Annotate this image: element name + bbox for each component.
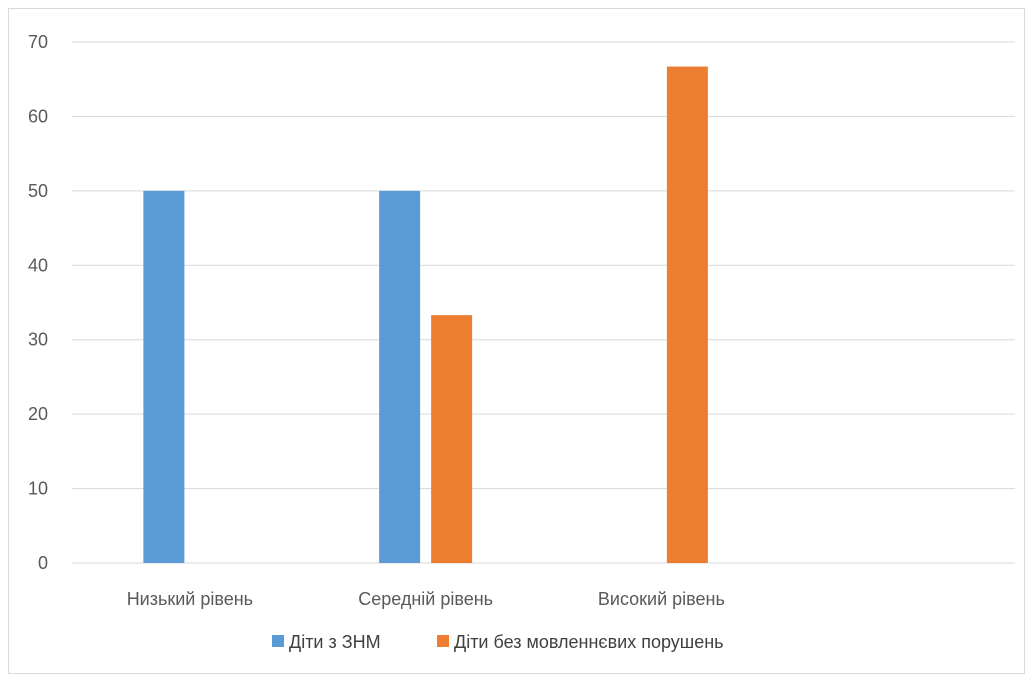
bar-no-disorder-1 xyxy=(431,315,473,563)
x-axis-ticks: Низький рівень Середній рівень Високий рів… xyxy=(127,589,725,609)
legend: Діти з ЗНМ Діти без мовленнєвих порушень xyxy=(272,632,724,652)
x-tick-label: Високий рівень xyxy=(598,589,725,609)
y-tick-label: 40 xyxy=(28,255,48,275)
y-tick-label: 60 xyxy=(28,106,48,126)
y-tick-label: 20 xyxy=(28,404,48,424)
y-tick-label: 30 xyxy=(28,330,48,350)
legend-label-0: Діти з ЗНМ xyxy=(289,632,381,652)
bars xyxy=(143,66,708,563)
x-tick-label: Низький рівень xyxy=(127,589,253,609)
x-tick-label: Середній рівень xyxy=(358,589,493,609)
bar-znm-1 xyxy=(379,190,421,563)
bar-no-disorder-2 xyxy=(666,66,708,563)
y-tick-label: 0 xyxy=(38,553,48,573)
bar-znm-0 xyxy=(143,190,185,563)
y-tick-label: 50 xyxy=(28,181,48,201)
gridlines xyxy=(72,41,1015,564)
y-axis-ticks: 0 10 20 30 40 50 60 70 xyxy=(28,32,48,573)
legend-label-1: Діти без мовленнєвих порушень xyxy=(454,632,724,652)
legend-swatch-0 xyxy=(272,635,284,647)
y-tick-label: 70 xyxy=(28,32,48,52)
y-tick-label: 10 xyxy=(28,479,48,499)
legend-swatch-1 xyxy=(437,635,449,647)
